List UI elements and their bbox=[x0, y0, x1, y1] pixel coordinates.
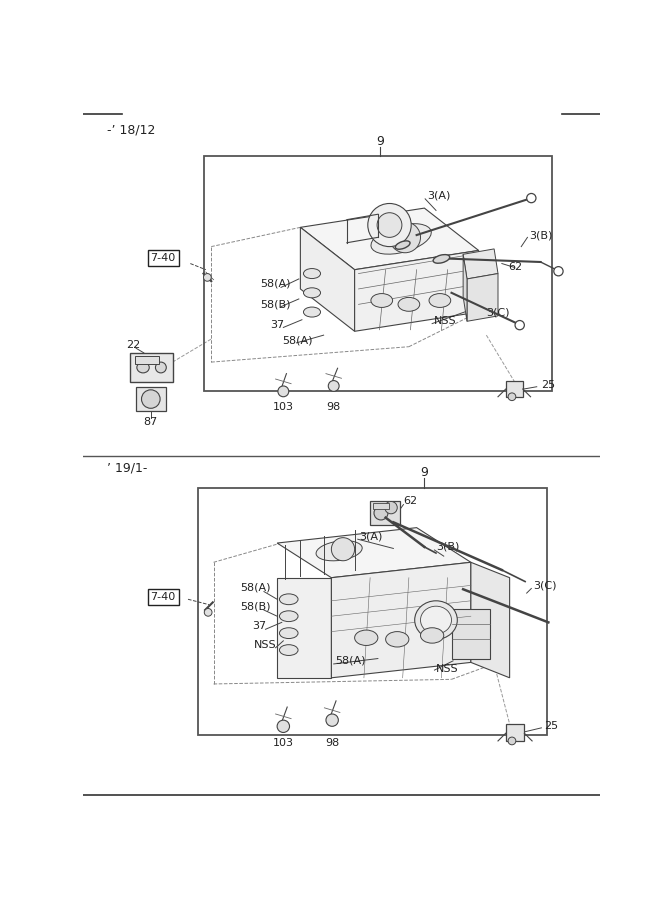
Ellipse shape bbox=[155, 362, 166, 373]
Text: 9: 9 bbox=[420, 466, 428, 480]
Circle shape bbox=[277, 720, 289, 733]
Text: 98: 98 bbox=[327, 401, 341, 412]
Bar bbox=[135, 356, 159, 364]
Ellipse shape bbox=[386, 632, 409, 647]
Text: 3(A): 3(A) bbox=[427, 190, 450, 200]
Ellipse shape bbox=[316, 541, 362, 561]
Ellipse shape bbox=[429, 293, 451, 308]
Text: 62: 62 bbox=[508, 263, 522, 273]
Text: NSS: NSS bbox=[436, 663, 459, 673]
Text: 37: 37 bbox=[270, 320, 284, 330]
Text: 103: 103 bbox=[273, 738, 294, 748]
Ellipse shape bbox=[420, 628, 444, 644]
Text: 3(B): 3(B) bbox=[436, 542, 460, 552]
Ellipse shape bbox=[279, 594, 298, 605]
Bar bbox=[203, 156, 552, 391]
Ellipse shape bbox=[371, 293, 393, 308]
Ellipse shape bbox=[371, 223, 432, 254]
Text: 3(C): 3(C) bbox=[486, 307, 510, 317]
Text: 7-40: 7-40 bbox=[151, 592, 176, 602]
Ellipse shape bbox=[279, 628, 298, 638]
Text: 58(A): 58(A) bbox=[336, 656, 366, 666]
Text: 9: 9 bbox=[376, 135, 384, 148]
Circle shape bbox=[385, 501, 398, 514]
Bar bbox=[136, 387, 165, 411]
Text: 3(A): 3(A) bbox=[360, 531, 383, 541]
Bar bbox=[370, 500, 400, 526]
Text: 62: 62 bbox=[388, 226, 402, 236]
Ellipse shape bbox=[303, 288, 321, 298]
Ellipse shape bbox=[137, 362, 149, 373]
Text: 25: 25 bbox=[541, 380, 555, 391]
Text: 3(C): 3(C) bbox=[533, 580, 556, 590]
Bar bbox=[198, 489, 547, 734]
Text: 103: 103 bbox=[273, 401, 294, 412]
Circle shape bbox=[141, 390, 160, 409]
Circle shape bbox=[377, 212, 402, 238]
Ellipse shape bbox=[279, 644, 298, 655]
Polygon shape bbox=[463, 249, 498, 279]
Bar bbox=[506, 382, 523, 397]
Text: 58(B): 58(B) bbox=[240, 602, 270, 612]
Circle shape bbox=[368, 203, 411, 247]
Polygon shape bbox=[467, 274, 498, 321]
Bar bbox=[130, 353, 173, 382]
Text: ’ 19/1-: ’ 19/1- bbox=[107, 462, 147, 475]
Circle shape bbox=[204, 608, 212, 617]
Text: 58(A): 58(A) bbox=[260, 279, 291, 289]
Polygon shape bbox=[300, 208, 479, 270]
Ellipse shape bbox=[433, 255, 450, 263]
Circle shape bbox=[508, 737, 516, 745]
Text: 58(B): 58(B) bbox=[260, 300, 291, 310]
Text: 58(A): 58(A) bbox=[240, 582, 270, 593]
Circle shape bbox=[278, 386, 289, 397]
Circle shape bbox=[328, 381, 339, 392]
Polygon shape bbox=[463, 255, 467, 321]
Polygon shape bbox=[331, 562, 471, 678]
Polygon shape bbox=[355, 250, 479, 331]
Text: 22: 22 bbox=[126, 340, 140, 350]
Text: NSS: NSS bbox=[434, 316, 456, 327]
Text: 7-40: 7-40 bbox=[151, 253, 176, 263]
Text: 58(A): 58(A) bbox=[281, 336, 312, 346]
Circle shape bbox=[508, 393, 516, 400]
Text: -’ 18/12: -’ 18/12 bbox=[107, 123, 155, 136]
Text: 25: 25 bbox=[544, 721, 559, 731]
Ellipse shape bbox=[355, 630, 378, 645]
Text: 37: 37 bbox=[252, 621, 266, 631]
Circle shape bbox=[515, 320, 524, 329]
Circle shape bbox=[203, 274, 211, 281]
Circle shape bbox=[527, 194, 536, 202]
Ellipse shape bbox=[396, 241, 410, 249]
Polygon shape bbox=[300, 228, 355, 331]
Ellipse shape bbox=[279, 611, 298, 622]
Polygon shape bbox=[277, 527, 471, 578]
Text: 98: 98 bbox=[325, 738, 340, 748]
Text: NSS: NSS bbox=[254, 641, 277, 651]
Circle shape bbox=[326, 714, 338, 726]
Polygon shape bbox=[277, 578, 331, 678]
Bar bbox=[374, 503, 389, 509]
Ellipse shape bbox=[303, 307, 321, 317]
Text: 87: 87 bbox=[143, 418, 158, 428]
Ellipse shape bbox=[303, 268, 321, 279]
Circle shape bbox=[374, 506, 388, 520]
Bar bbox=[506, 724, 524, 741]
Circle shape bbox=[390, 222, 420, 253]
Text: 62: 62 bbox=[404, 496, 418, 506]
Ellipse shape bbox=[398, 297, 420, 311]
Bar bbox=[452, 608, 490, 659]
Ellipse shape bbox=[415, 601, 458, 639]
Polygon shape bbox=[471, 562, 510, 678]
Ellipse shape bbox=[420, 607, 452, 634]
Circle shape bbox=[331, 537, 355, 561]
Text: 3(B): 3(B) bbox=[529, 230, 552, 240]
Circle shape bbox=[554, 266, 563, 276]
